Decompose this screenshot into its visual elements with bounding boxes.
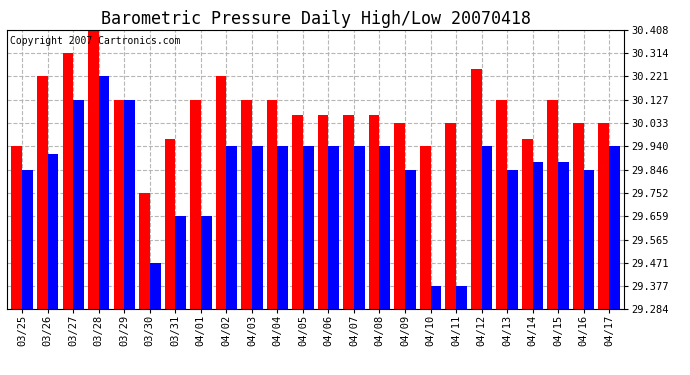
Bar <box>165 139 175 309</box>
Bar <box>445 123 456 309</box>
Bar <box>547 100 558 309</box>
Bar <box>114 100 124 309</box>
Bar <box>522 139 533 309</box>
Bar <box>292 115 303 309</box>
Bar <box>150 263 161 309</box>
Bar <box>22 170 33 309</box>
Bar <box>431 286 441 309</box>
Bar <box>609 146 620 309</box>
Bar <box>380 146 390 309</box>
Bar <box>405 170 415 309</box>
Bar <box>354 146 365 309</box>
Bar <box>99 76 110 309</box>
Bar <box>88 30 99 309</box>
Bar <box>48 154 59 309</box>
Title: Barometric Pressure Daily High/Low 20070418: Barometric Pressure Daily High/Low 20070… <box>101 10 531 28</box>
Bar <box>241 100 252 309</box>
Bar <box>456 286 466 309</box>
Bar <box>584 170 594 309</box>
Bar <box>328 146 339 309</box>
Bar <box>124 100 135 309</box>
Bar <box>558 162 569 309</box>
Bar <box>496 100 507 309</box>
Bar <box>343 115 354 309</box>
Bar <box>420 146 431 309</box>
Bar <box>201 216 212 309</box>
Bar <box>277 146 288 309</box>
Bar <box>139 193 150 309</box>
Bar <box>303 146 314 309</box>
Bar <box>266 100 277 309</box>
Bar <box>482 146 492 309</box>
Text: Copyright 2007 Cartronics.com: Copyright 2007 Cartronics.com <box>10 36 180 46</box>
Bar <box>63 53 73 309</box>
Bar <box>252 146 263 309</box>
Bar <box>573 123 584 309</box>
Bar <box>317 115 328 309</box>
Bar <box>216 76 226 309</box>
Bar <box>175 216 186 309</box>
Bar <box>598 123 609 309</box>
Bar <box>12 146 22 309</box>
Bar <box>507 170 518 309</box>
Bar <box>73 100 84 309</box>
Bar <box>37 76 48 309</box>
Bar <box>471 69 482 309</box>
Bar <box>533 162 543 309</box>
Bar <box>226 146 237 309</box>
Bar <box>190 100 201 309</box>
Bar <box>394 123 405 309</box>
Bar <box>368 115 380 309</box>
